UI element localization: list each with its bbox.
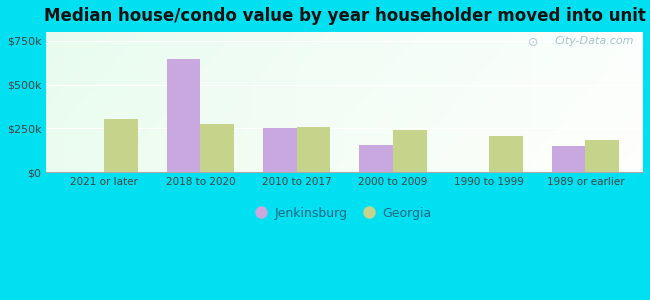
Legend: Jenkinsburg, Georgia: Jenkinsburg, Georgia — [253, 202, 437, 225]
Bar — [552, 146, 585, 172]
Bar — [393, 130, 426, 172]
Title: Median house/condo value by year householder moved into unit: Median house/condo value by year househo… — [44, 7, 645, 25]
Bar — [359, 145, 393, 172]
Bar — [489, 136, 523, 172]
Bar — [263, 128, 296, 172]
Bar — [104, 119, 138, 172]
Text: City-Data.com: City-Data.com — [554, 36, 634, 46]
Text: ⊙: ⊙ — [528, 36, 539, 49]
Bar — [296, 127, 330, 172]
Bar — [166, 59, 200, 172]
Bar — [200, 124, 234, 172]
Bar — [585, 140, 619, 172]
